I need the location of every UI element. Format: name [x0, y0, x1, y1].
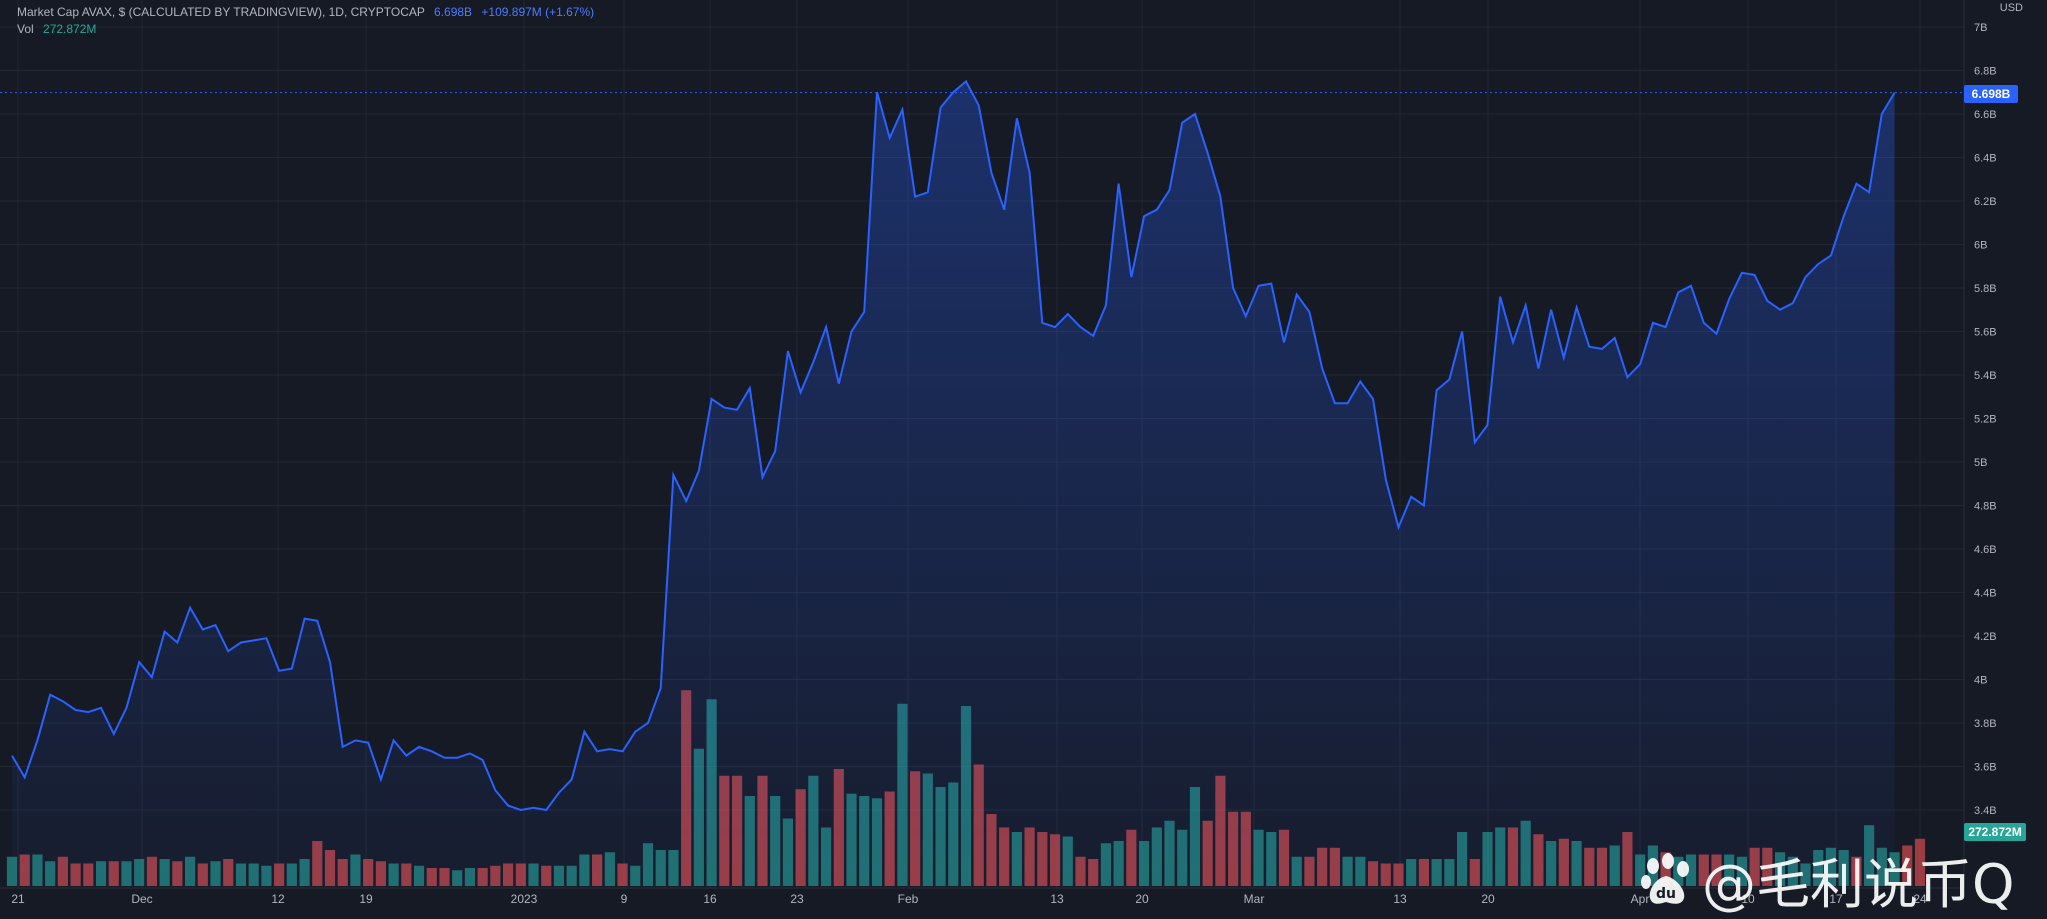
legend-main-row: Market Cap AVAX, $ (CALCULATED BY TRADIN… — [17, 4, 594, 21]
x-tick-label: 20 — [1135, 892, 1149, 906]
svg-text:du: du — [1656, 886, 1676, 902]
x-tick-label: 17 — [1829, 892, 1843, 906]
x-tick-label: Mar — [1244, 892, 1265, 906]
market-cap-line — [11, 79, 1896, 812]
volume-bar — [1914, 838, 1926, 886]
y-tick-label: 6.2B — [1974, 196, 1997, 208]
y-tick-label: 5B — [1974, 457, 1987, 469]
price-axis[interactable]: 3.4B 3.6B 3.8B 4B 4.2B 4.4B 4.6B 4.8B 5B 5.2B 5.4B… — [1963, 0, 1997, 888]
x-tick-label: 2023 — [511, 892, 538, 906]
symbol-title[interactable]: Market Cap AVAX, $ (CALCULATED BY TRADIN… — [17, 5, 425, 19]
last-price-badge: 6.698B — [1964, 85, 2018, 103]
watermark-text: @毛利说币Q — [1702, 853, 2015, 916]
y-tick-label: 6.4B — [1974, 153, 1997, 165]
change-value: +109.897M (+1.67%) — [481, 5, 595, 19]
y-tick-label: 6B — [1974, 240, 1987, 252]
y-tick-label: 4.2B — [1974, 631, 1997, 643]
x-tick-label: 16 — [703, 892, 717, 906]
x-tick-label: 9 — [621, 892, 628, 906]
x-tick-label: Apr — [1631, 892, 1650, 906]
x-tick-label: 19 — [359, 892, 373, 906]
volume-bar — [1902, 845, 1913, 886]
y-tick-label: 4.6B — [1974, 544, 1997, 556]
x-tick-label: 21 — [11, 892, 25, 906]
watermark: du @毛利说币Q — [1638, 840, 2015, 919]
x-tick-label: Feb — [898, 892, 919, 906]
currency-label[interactable]: USD — [1999, 2, 2023, 14]
x-tick-label: 12 — [271, 892, 285, 906]
x-tick-label: 23 — [790, 892, 804, 906]
last-volume-badge: 272.872M — [1964, 823, 2026, 841]
x-tick-label: 10 — [1741, 892, 1755, 906]
y-tick-label: 4.4B — [1974, 588, 1997, 600]
y-tick-label: 3.4B — [1974, 805, 1997, 817]
y-tick-label: 5.6B — [1974, 327, 1997, 339]
y-tick-label: 5.4B — [1974, 370, 1997, 382]
volume-label[interactable]: Vol — [17, 22, 34, 36]
y-tick-label: 3.8B — [1974, 718, 1997, 730]
last-value: 6.698B — [434, 5, 473, 19]
x-tick-label: 13 — [1393, 892, 1407, 906]
y-tick-label: 7B — [1974, 22, 1987, 34]
baidu-paw-icon: du — [1641, 852, 1689, 904]
x-tick-label: 20 — [1481, 892, 1495, 906]
y-tick-label: 4B — [1974, 675, 1987, 687]
volume-value: 272.872M — [43, 22, 97, 36]
legend-volume-row: Vol 272.872M — [17, 21, 594, 38]
x-tick-label: 13 — [1050, 892, 1064, 906]
y-tick-label: 6.6B — [1974, 109, 1997, 121]
y-tick-label: 5.2B — [1974, 414, 1997, 426]
y-tick-label: 4.8B — [1974, 501, 1997, 513]
x-tick-label: Dec — [131, 892, 152, 906]
chart-legend: Market Cap AVAX, $ (CALCULATED BY TRADIN… — [17, 4, 594, 38]
y-tick-label: 3.6B — [1974, 762, 1997, 774]
market-cap-area-fill — [12, 81, 1895, 886]
x-tick-label: 24 — [1913, 892, 1927, 906]
y-tick-label: 5.8B — [1974, 283, 1997, 295]
y-tick-label: 6.8B — [1974, 66, 1997, 78]
time-axis[interactable]: 21 Dec 12 19 2023 9 16 23 Feb 13 20 Mar 13 20 Apr 10 17 2… — [0, 887, 1964, 906]
